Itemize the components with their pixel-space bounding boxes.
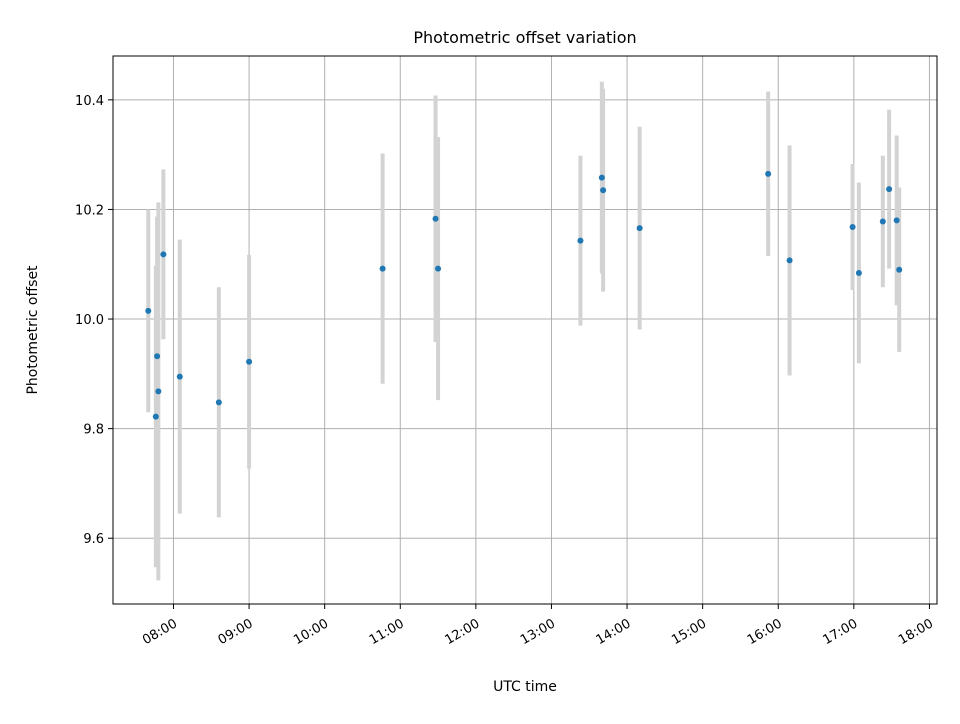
y-tick-label: 10.2 xyxy=(75,203,104,218)
data-point xyxy=(849,223,856,230)
y-tick-label: 9.6 xyxy=(83,532,104,547)
data-point xyxy=(160,251,167,258)
data-point xyxy=(893,217,900,224)
chart-title: Photometric offset variation xyxy=(413,28,636,47)
data-point xyxy=(154,353,161,360)
data-point xyxy=(577,237,584,244)
grid xyxy=(113,56,937,604)
plot-frame xyxy=(112,55,938,605)
data-point xyxy=(176,373,183,380)
data-point xyxy=(600,187,607,194)
data-point xyxy=(152,413,159,420)
data-point xyxy=(886,186,893,193)
data-point xyxy=(432,215,439,222)
y-tick-label: 9.8 xyxy=(83,423,104,438)
data-point xyxy=(636,225,643,232)
data-point xyxy=(879,218,886,225)
data-point xyxy=(379,265,386,272)
data-point xyxy=(598,174,605,181)
data-point xyxy=(145,307,152,314)
data-point xyxy=(246,358,253,365)
y-axis-label: Photometric offset xyxy=(25,265,41,395)
data-point xyxy=(765,170,772,177)
data-points xyxy=(145,170,903,420)
data-point xyxy=(435,265,442,272)
y-tick-label: 10.0 xyxy=(75,313,104,328)
x-axis-label: UTC time xyxy=(493,679,557,695)
data-point xyxy=(215,399,222,406)
data-point xyxy=(786,257,793,264)
y-tick-label: 10.4 xyxy=(75,94,104,109)
data-point xyxy=(896,266,903,273)
data-point xyxy=(855,270,862,277)
data-point xyxy=(155,388,162,395)
